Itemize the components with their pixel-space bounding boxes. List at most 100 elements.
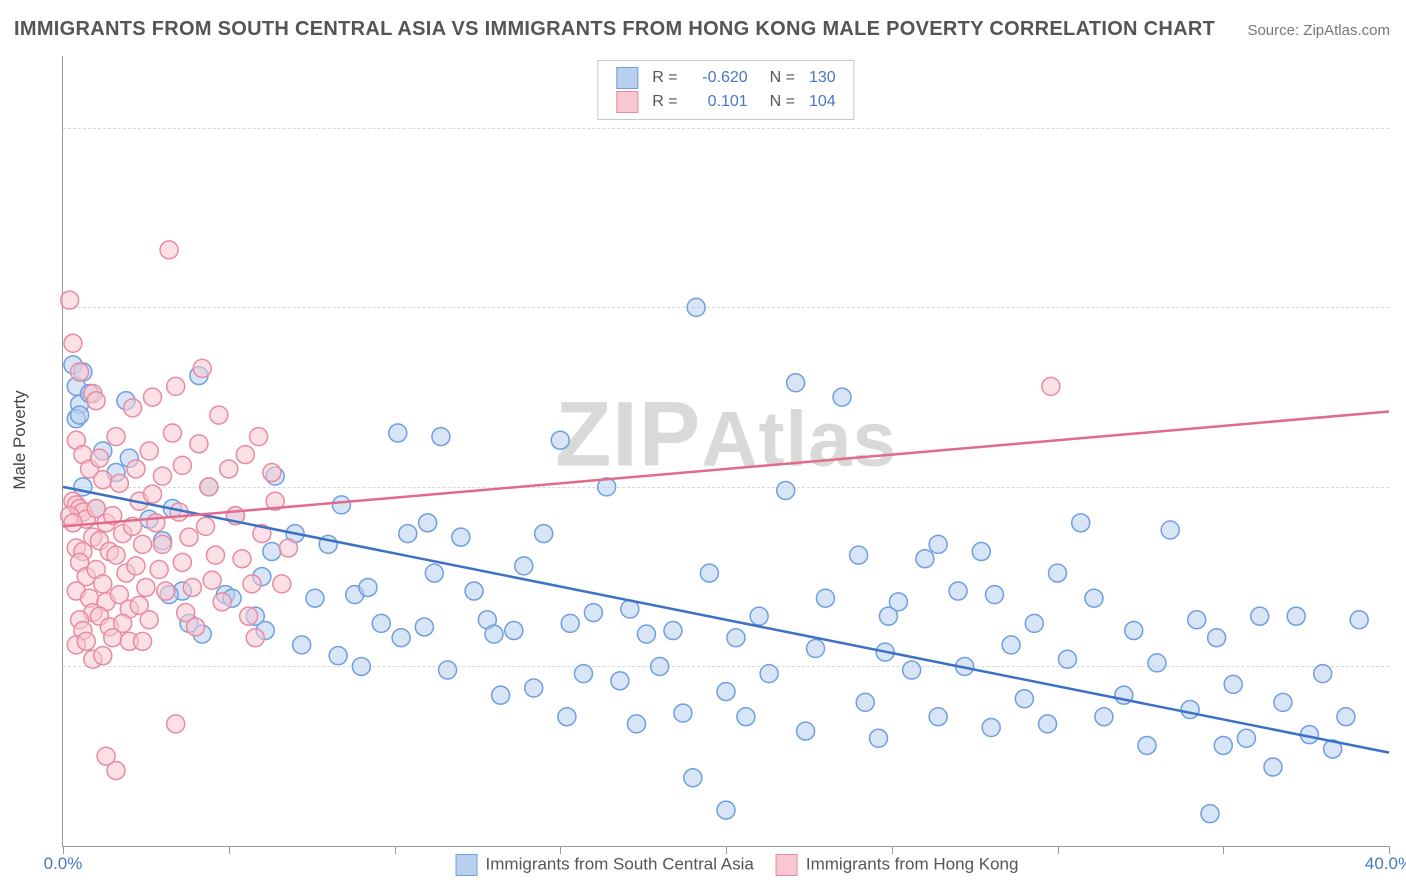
legend-n-label: N = bbox=[756, 67, 801, 89]
data-point-hk bbox=[61, 291, 79, 309]
data-point-sca bbox=[306, 589, 324, 607]
data-point-sca bbox=[611, 672, 629, 690]
data-point-hk bbox=[193, 359, 211, 377]
data-point-sca bbox=[1214, 736, 1232, 754]
data-point-hk bbox=[94, 471, 112, 489]
data-point-sca bbox=[515, 557, 533, 575]
y-axis-label: Male Poverty bbox=[10, 390, 30, 489]
data-point-hk bbox=[173, 553, 191, 571]
data-point-hk bbox=[150, 561, 168, 579]
data-point-hk bbox=[153, 467, 171, 485]
legend-swatch bbox=[616, 91, 638, 113]
data-point-sca bbox=[1274, 693, 1292, 711]
data-point-sca bbox=[869, 729, 887, 747]
data-point-sca bbox=[1148, 654, 1166, 672]
data-point-sca bbox=[439, 661, 457, 679]
data-point-sca bbox=[1015, 690, 1033, 708]
data-point-hk bbox=[163, 424, 181, 442]
data-point-sca bbox=[329, 647, 347, 665]
data-point-sca bbox=[787, 374, 805, 392]
data-point-hk bbox=[114, 614, 132, 632]
data-point-sca bbox=[737, 708, 755, 726]
data-point-hk bbox=[110, 474, 128, 492]
data-point-sca bbox=[1314, 665, 1332, 683]
data-point-sca bbox=[674, 704, 692, 722]
data-point-sca bbox=[415, 618, 433, 636]
x-tick bbox=[229, 846, 230, 854]
data-point-hk bbox=[213, 593, 231, 611]
data-point-hk bbox=[90, 449, 108, 467]
source-label: Source: ZipAtlas.com bbox=[1247, 22, 1390, 39]
data-point-hk bbox=[134, 632, 152, 650]
data-point-sca bbox=[929, 708, 947, 726]
x-tick bbox=[560, 846, 561, 854]
data-point-hk bbox=[200, 478, 218, 496]
data-point-sca bbox=[1251, 607, 1269, 625]
data-point-sca bbox=[1350, 611, 1368, 629]
legend-r-value: -0.620 bbox=[686, 67, 754, 89]
legend-r-value: 0.101 bbox=[686, 91, 754, 113]
data-point-hk bbox=[173, 456, 191, 474]
data-point-hk bbox=[127, 557, 145, 575]
legend-n-label: N = bbox=[756, 91, 801, 113]
legend-row: R =0.101N =104 bbox=[610, 91, 841, 113]
data-point-hk bbox=[160, 241, 178, 259]
data-point-sca bbox=[1002, 636, 1020, 654]
data-point-sca bbox=[574, 665, 592, 683]
data-point-sca bbox=[71, 406, 89, 424]
data-point-sca bbox=[1337, 708, 1355, 726]
data-point-sca bbox=[465, 582, 483, 600]
data-point-sca bbox=[1224, 675, 1242, 693]
data-point-hk bbox=[263, 464, 281, 482]
plot-area: ZIPAtlas 5.0%10.0%15.0%20.0% 0.0%40.0% R… bbox=[62, 56, 1389, 847]
data-point-sca bbox=[833, 388, 851, 406]
data-point-sca bbox=[392, 629, 410, 647]
y-tick-label: 5.0% bbox=[1395, 656, 1406, 676]
data-point-sca bbox=[505, 622, 523, 640]
data-point-hk bbox=[144, 485, 162, 503]
data-point-sca bbox=[797, 722, 815, 740]
data-point-sca bbox=[1188, 611, 1206, 629]
data-point-sca bbox=[359, 578, 377, 596]
data-point-sca bbox=[432, 428, 450, 446]
data-point-hk bbox=[250, 428, 268, 446]
series-legend: Immigrants from South Central AsiaImmigr… bbox=[434, 854, 1019, 876]
x-tick bbox=[63, 846, 64, 854]
data-point-sca bbox=[627, 715, 645, 733]
data-point-hk bbox=[206, 546, 224, 564]
data-point-sca bbox=[651, 657, 669, 675]
legend-swatch bbox=[776, 854, 798, 876]
data-point-sca bbox=[1125, 622, 1143, 640]
data-point-sca bbox=[1181, 701, 1199, 719]
data-point-sca bbox=[949, 582, 967, 600]
data-point-sca bbox=[1085, 589, 1103, 607]
data-point-hk bbox=[233, 550, 251, 568]
data-point-sca bbox=[1208, 629, 1226, 647]
data-point-hk bbox=[210, 406, 228, 424]
data-point-sca bbox=[986, 586, 1004, 604]
data-point-sca bbox=[717, 683, 735, 701]
data-point-hk bbox=[279, 539, 297, 557]
data-point-hk bbox=[187, 618, 205, 636]
data-point-sca bbox=[399, 525, 417, 543]
data-point-sca bbox=[584, 604, 602, 622]
data-point-sca bbox=[263, 543, 281, 561]
data-point-sca bbox=[700, 564, 718, 582]
data-point-sca bbox=[972, 543, 990, 561]
data-point-hk bbox=[236, 446, 254, 464]
data-point-sca bbox=[637, 625, 655, 643]
data-point-hk bbox=[140, 611, 158, 629]
data-point-sca bbox=[1138, 736, 1156, 754]
data-point-hk bbox=[190, 435, 208, 453]
data-point-hk bbox=[127, 460, 145, 478]
data-point-sca bbox=[879, 607, 897, 625]
x-tick-label: 0.0% bbox=[44, 854, 83, 874]
data-point-hk bbox=[107, 428, 125, 446]
data-point-sca bbox=[1201, 805, 1219, 823]
data-point-hk bbox=[203, 571, 221, 589]
data-point-hk bbox=[107, 546, 125, 564]
data-point-hk bbox=[240, 607, 258, 625]
data-point-hk bbox=[87, 392, 105, 410]
legend-label: Immigrants from South Central Asia bbox=[486, 854, 754, 873]
x-tick bbox=[726, 846, 727, 854]
